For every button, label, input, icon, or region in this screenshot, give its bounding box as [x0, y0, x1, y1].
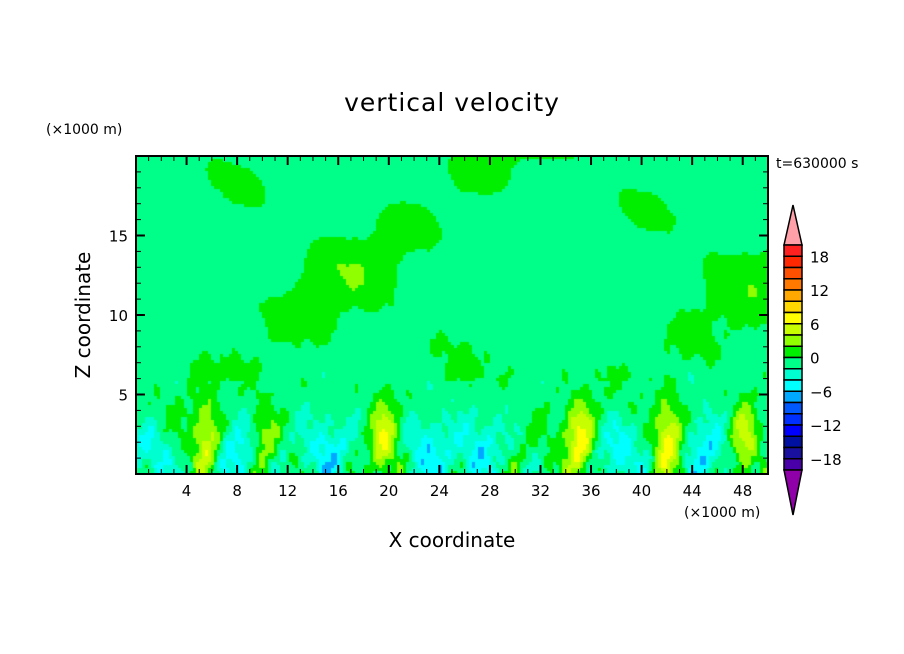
- colorbar-box: [783, 300, 803, 314]
- colorbar-box: [783, 413, 803, 426]
- colorbar-box: [783, 458, 803, 471]
- x-tick-label: 4: [182, 482, 192, 500]
- velocity-field-contours: [136, 156, 768, 474]
- x-tick-label: 8: [232, 482, 242, 500]
- x-tick-label: 20: [379, 482, 398, 500]
- plot-frame: [135, 155, 769, 475]
- colorbar-tick-label: −18: [810, 451, 842, 469]
- colorbar-tick-label: 0: [810, 350, 820, 368]
- colorbar-tick-label: −12: [810, 417, 842, 435]
- colorbar-box: [783, 266, 803, 280]
- x-tick-label: 24: [430, 482, 449, 500]
- colorbar-box: [783, 390, 803, 404]
- x-tick-label: 28: [480, 482, 499, 500]
- y-tick-label: 5: [118, 387, 128, 405]
- colorbar-tick-label: 6: [810, 316, 820, 334]
- colorbar-box: [783, 401, 803, 415]
- y-tick-label: 10: [109, 307, 128, 325]
- colorbar-box: [783, 345, 803, 359]
- colorbar-box: [783, 244, 803, 257]
- colorbar-box: [783, 356, 803, 370]
- y-axis-label: Z coordinate: [71, 252, 95, 379]
- colorbar-under-triangle: [783, 469, 803, 516]
- y-unit-label: (×1000 m): [46, 122, 122, 138]
- colorbar-tick-label: 18: [810, 248, 829, 266]
- colorbar-box: [783, 334, 803, 347]
- colorbar-over-triangle: [783, 204, 803, 246]
- colorbar-box: [783, 255, 803, 269]
- colorbar-box: [783, 446, 803, 460]
- x-tick-label: 12: [278, 482, 297, 500]
- colorbar-box: [783, 311, 803, 325]
- colorbar-tick-label: 12: [810, 282, 829, 300]
- y-tick-label: 15: [109, 228, 128, 246]
- colorbar-tick-label: −6: [810, 383, 832, 401]
- colorbar-box: [783, 323, 803, 336]
- colorbar-box: [783, 379, 803, 392]
- x-unit-label: (×1000 m): [684, 505, 760, 521]
- x-tick-label: 40: [632, 482, 651, 500]
- x-axis-label: X coordinate: [389, 528, 516, 552]
- colorbar-box: [783, 278, 803, 291]
- colorbar-box: [783, 424, 803, 437]
- colorbar-box: [783, 368, 803, 381]
- x-tick-label: 36: [581, 482, 600, 500]
- x-tick-label: 48: [733, 482, 752, 500]
- colorbar-box: [783, 435, 803, 449]
- chart-title: vertical velocity: [344, 88, 560, 117]
- x-tick-label: 16: [329, 482, 348, 500]
- time-label: t=630000 s: [776, 156, 858, 172]
- x-tick-label: 32: [531, 482, 550, 500]
- x-tick-label: 44: [683, 482, 702, 500]
- colorbar-box: [783, 289, 803, 302]
